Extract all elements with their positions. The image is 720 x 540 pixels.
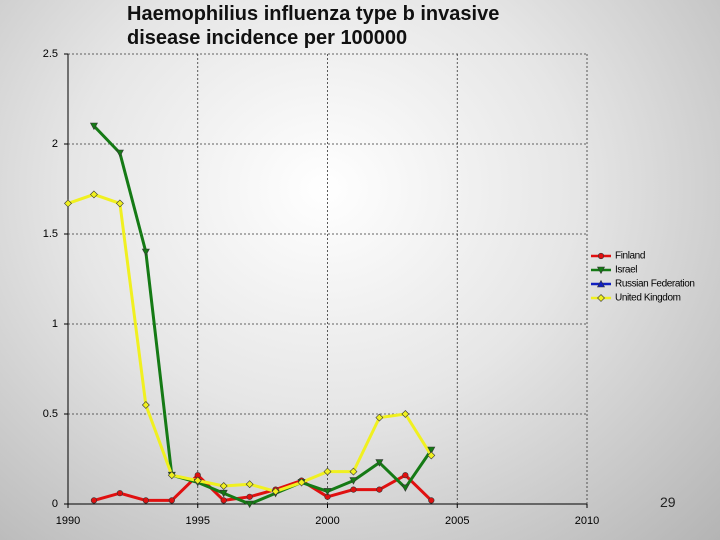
marker	[375, 413, 384, 422]
marker	[115, 199, 124, 208]
marker	[401, 410, 410, 418]
legend-label: Finland	[615, 251, 645, 262]
marker	[597, 294, 605, 302]
marker	[116, 490, 123, 497]
marker	[428, 497, 435, 504]
y-tick-label: 2.5	[43, 48, 58, 60]
chart-title: Haemophilius influenza type b invasive d…	[127, 3, 500, 49]
marker	[596, 279, 606, 288]
marker	[167, 471, 176, 480]
marker	[246, 493, 253, 500]
marker	[349, 477, 358, 485]
legend-label: United Kingdom	[615, 293, 681, 304]
x-tick-label: 2010	[575, 515, 599, 527]
marker	[427, 451, 436, 460]
marker	[427, 446, 436, 455]
marker	[193, 476, 202, 485]
marker	[142, 497, 149, 504]
marker	[64, 199, 72, 208]
x-tick-label: 1995	[186, 515, 210, 527]
marker	[597, 252, 605, 260]
legend: Finland Israel Russian Federation United Ki…	[591, 251, 695, 304]
marker	[141, 248, 150, 257]
y-tick-label: 1	[52, 318, 58, 330]
marker	[350, 486, 357, 493]
marker	[596, 266, 606, 275]
marker	[323, 467, 332, 476]
marker	[89, 122, 98, 131]
marker	[323, 488, 332, 496]
marker	[401, 484, 410, 492]
marker	[375, 459, 384, 467]
marker	[168, 497, 175, 504]
marker	[219, 482, 228, 490]
x-tick-label: 2000	[315, 515, 339, 527]
marker	[245, 500, 254, 509]
marker	[376, 486, 383, 493]
marker	[219, 489, 228, 498]
legend-label: Russian Federation	[615, 279, 695, 290]
marker	[90, 190, 98, 199]
series-line	[67, 192, 433, 493]
marker	[297, 478, 306, 487]
y-tick-label: 1.5	[43, 228, 58, 240]
marker	[90, 497, 98, 504]
marker	[271, 487, 280, 496]
legend-label: Israel	[615, 265, 637, 276]
series-line	[92, 124, 433, 506]
slide-number: 29	[660, 494, 676, 510]
x-tick-label: 1990	[56, 515, 80, 527]
marker	[115, 149, 124, 158]
marker	[349, 467, 358, 476]
marker	[220, 497, 227, 504]
y-tick-label: 0.5	[43, 408, 58, 420]
y-tick-label: 0	[52, 498, 58, 510]
x-tick-label: 2005	[445, 515, 469, 527]
marker	[245, 480, 254, 489]
series-line	[93, 473, 433, 502]
marker	[141, 401, 150, 409]
marker	[402, 472, 409, 479]
y-tick-label: 2	[52, 138, 58, 150]
